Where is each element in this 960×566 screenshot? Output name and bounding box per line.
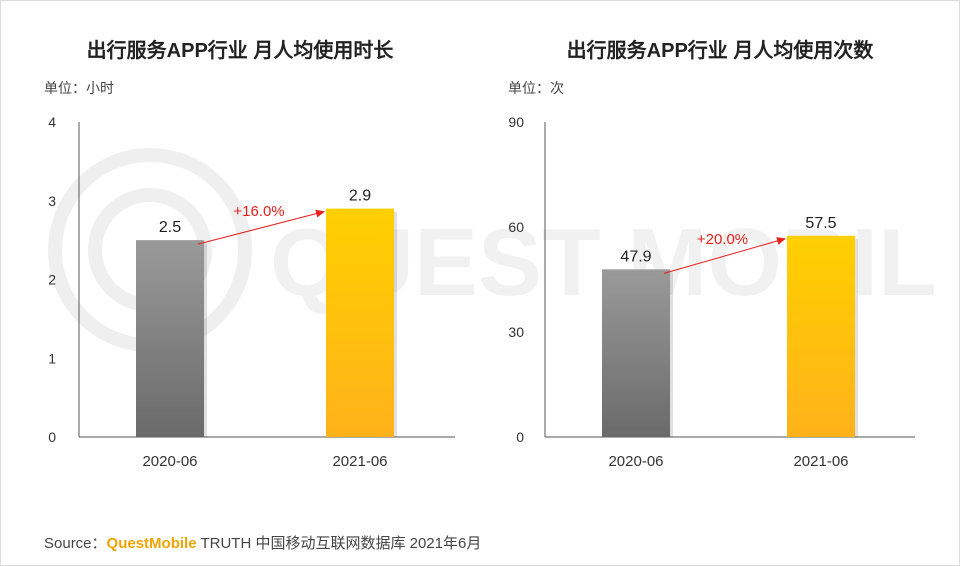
y-tick-label: 4 bbox=[48, 114, 56, 130]
y-tick-label: 0 bbox=[516, 429, 524, 445]
y-tick-label: 0 bbox=[48, 429, 56, 445]
y-tick-label: 30 bbox=[508, 324, 524, 340]
y-tick-label: 90 bbox=[508, 114, 524, 130]
data-label: 47.9 bbox=[620, 248, 651, 265]
bar-2020-06 bbox=[602, 269, 670, 437]
data-label: 57.5 bbox=[805, 215, 836, 232]
chart-plot: 0 1 2 3 4 2.5 2020-06 2.9 2021-06 +16.0% bbox=[48, 114, 455, 470]
y-tick-label: 1 bbox=[48, 350, 56, 366]
data-label: 2.5 bbox=[159, 219, 181, 236]
source-prefix: Source： bbox=[44, 535, 107, 552]
source-note: Source：QuestMobile TRUTH 中国移动互联网数据库 2021… bbox=[44, 532, 481, 553]
chart-unit-label: 单位：次 bbox=[508, 80, 564, 96]
growth-label: +16.0% bbox=[233, 203, 284, 220]
growth-arrow bbox=[663, 237, 786, 274]
growth-arrow bbox=[197, 209, 325, 245]
source-brand: QuestMobile bbox=[106, 535, 197, 552]
growth-label: +20.0% bbox=[697, 231, 748, 248]
y-tick-label: 2 bbox=[48, 272, 56, 288]
x-tick-label: 2021-06 bbox=[793, 453, 848, 470]
chart-usage-count: 出行服务APP行业 月人均使用次数 单位：次 0 30 60 90 47.9 2020-0… bbox=[480, 0, 960, 480]
bar-2021-06 bbox=[787, 235, 855, 437]
bar-2020-06 bbox=[136, 240, 204, 437]
x-tick-label: 2021-06 bbox=[332, 453, 387, 470]
chart-plot: 0 30 60 90 47.9 2020-06 57.5 2021-06 +20.0% bbox=[508, 114, 915, 470]
y-tick-label: 3 bbox=[48, 193, 56, 209]
x-tick-label: 2020-06 bbox=[608, 453, 663, 470]
chart-title: 出行服务APP行业 月人均使用时长 bbox=[86, 40, 394, 62]
x-tick-label: 2020-06 bbox=[142, 453, 197, 470]
source-suffix: TRUTH 中国移动互联网数据库 2021年6月 bbox=[200, 535, 482, 552]
chart-title: 出行服务APP行业 月人均使用次数 bbox=[566, 40, 874, 62]
data-label: 2.9 bbox=[349, 188, 371, 205]
chart-unit-label: 单位：小时 bbox=[44, 80, 114, 96]
chart-usage-time: 出行服务APP行业 月人均使用时长 单位：小时 0 1 2 3 4 2.5 2020-06 2… bbox=[0, 0, 480, 480]
y-tick-label: 60 bbox=[508, 219, 524, 235]
bar-2021-06 bbox=[326, 208, 394, 437]
